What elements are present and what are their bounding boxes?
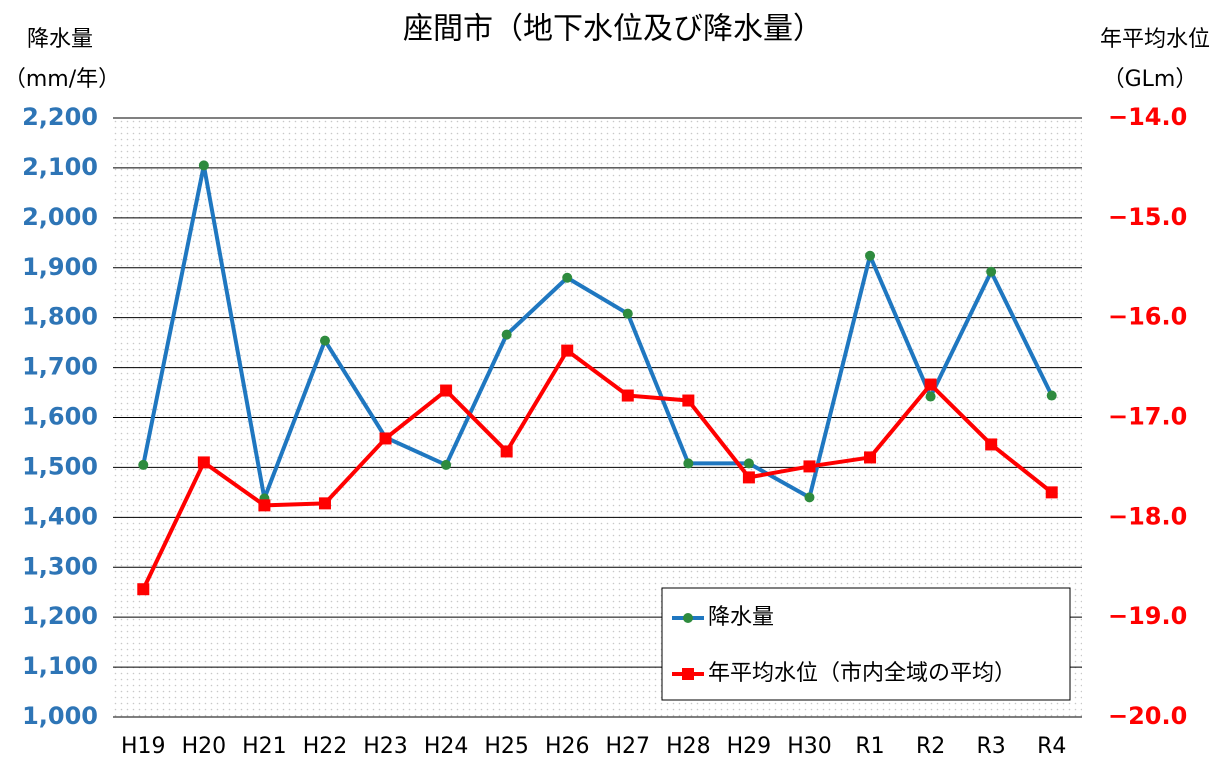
- marker: [197, 456, 210, 469]
- legend-label: 降水量: [708, 605, 774, 630]
- y-axis-unit: （mm/年）: [4, 67, 120, 92]
- x-tick-label: H23: [363, 734, 408, 759]
- y2-tick-label: −17.0: [1108, 403, 1187, 431]
- y2-tick-label: −15.0: [1108, 203, 1187, 231]
- marker: [986, 266, 997, 277]
- series: [137, 160, 1058, 596]
- marker: [925, 391, 936, 402]
- marker: [742, 471, 755, 484]
- y-tick-label: 1,100: [22, 652, 98, 680]
- marker: [803, 460, 816, 473]
- series-line: [141, 163, 1054, 501]
- marker: [621, 389, 634, 402]
- marker: [1046, 390, 1057, 401]
- marker: [561, 344, 574, 357]
- chart-title: 座間市（地下水位及び降水量）: [403, 12, 823, 47]
- y2-tick-label: −16.0: [1108, 303, 1187, 331]
- y2-axis-unit: （GLm）: [1103, 67, 1198, 92]
- y2-tick-label: −18.0: [1108, 502, 1187, 530]
- marker: [501, 329, 512, 340]
- marker: [258, 499, 271, 512]
- marker: [1045, 486, 1058, 499]
- x-tick-label: R3: [977, 734, 1006, 759]
- marker: [622, 308, 633, 319]
- y-tick-label: 2,200: [22, 103, 98, 131]
- y-tick-label: 1,200: [22, 602, 98, 630]
- marker: [865, 250, 876, 261]
- marker: [924, 378, 937, 391]
- marker: [440, 384, 453, 397]
- x-tick-label: H20: [182, 734, 227, 759]
- marker: [743, 458, 754, 469]
- marker: [137, 583, 150, 596]
- x-tick-label: R1: [855, 734, 884, 759]
- marker: [379, 432, 392, 445]
- x-tick-label: H22: [303, 734, 348, 759]
- y-tick-label: 1,600: [22, 403, 98, 431]
- x-tick-label: H29: [727, 734, 772, 759]
- x-tick-label: H28: [666, 734, 711, 759]
- marker: [318, 497, 331, 510]
- y2-tick-label: −14.0: [1108, 103, 1187, 131]
- marker: [985, 438, 998, 451]
- marker: [441, 459, 452, 470]
- y2-tick-label: −20.0: [1108, 702, 1187, 730]
- y-tick-label: 1,700: [22, 353, 98, 381]
- marker: [682, 394, 695, 407]
- x-tick-label: H25: [484, 734, 529, 759]
- grid: 1,000 1,100 1,200 1,300 1,400 1,500 1,600 1,700…: [22, 103, 1187, 759]
- y-tick-label: 1,000: [22, 702, 98, 730]
- x-tick-label: H27: [606, 734, 651, 759]
- x-tick-label: H24: [424, 734, 469, 759]
- marker: [319, 335, 330, 346]
- y2-tick-label: −19.0: [1108, 602, 1187, 630]
- marker: [864, 451, 877, 464]
- x-tick-label: H30: [787, 734, 832, 759]
- marker: [683, 458, 694, 469]
- legend-marker: [682, 668, 694, 680]
- marker: [198, 160, 209, 171]
- y-tick-label: 2,000: [22, 203, 98, 231]
- x-tick-label: H21: [242, 734, 287, 759]
- marker: [562, 272, 573, 283]
- marker: [500, 445, 513, 458]
- legend-box: [661, 587, 1071, 701]
- marker: [804, 492, 815, 503]
- y-tick-label: 1,800: [22, 303, 98, 331]
- y-tick-label: 1,500: [22, 452, 98, 480]
- y-tick-label: 1,300: [22, 552, 98, 580]
- x-tick-label: R4: [1037, 734, 1066, 759]
- y-tick-label: 2,100: [22, 153, 98, 181]
- legend-label: 年平均水位（市内全域の平均）: [708, 661, 1016, 686]
- y-axis-title: 降水量: [27, 27, 93, 52]
- series-line: [141, 348, 1053, 591]
- x-tick-label: H19: [121, 734, 166, 759]
- marker: [138, 459, 149, 470]
- x-tick-label: R2: [916, 734, 945, 759]
- legend-marker: [683, 613, 693, 623]
- y2-axis-title: 年平均水位: [1100, 27, 1210, 52]
- y-tick-label: 1,400: [22, 502, 98, 530]
- x-tick-label: H26: [545, 734, 590, 759]
- y-tick-label: 1,900: [22, 253, 98, 281]
